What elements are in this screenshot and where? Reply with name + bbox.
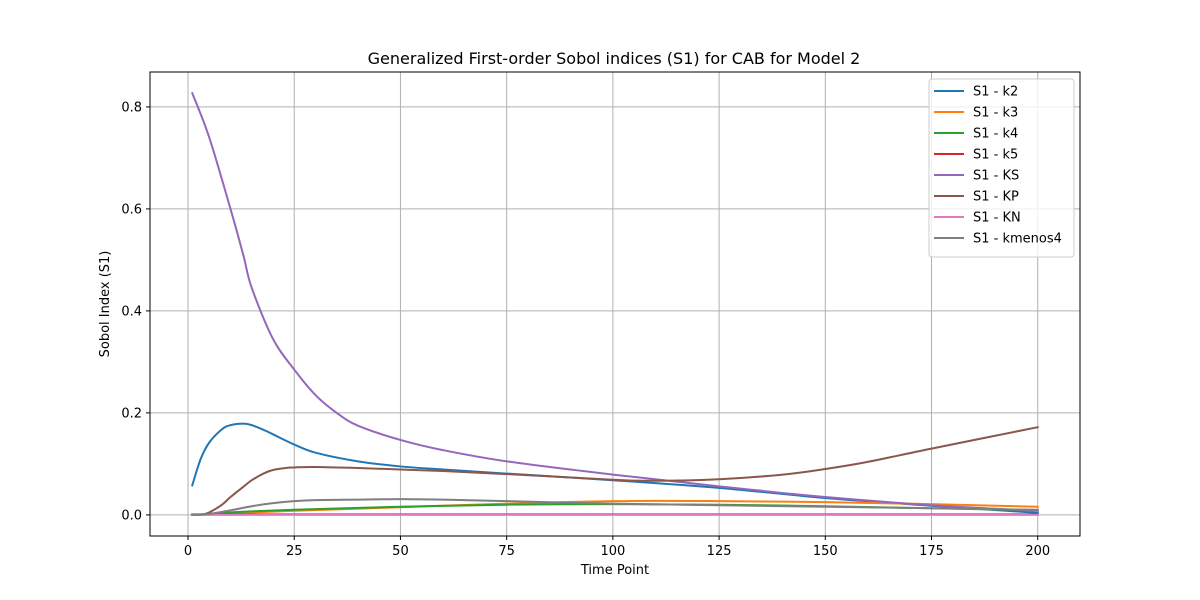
series-line-s1-kp — [191, 426, 1039, 517]
legend: S1 - k2 S1 - k3 S1 - k4 S1 - k5 S1 - KS S1 - … — [928, 78, 1075, 258]
y-tick-label: 0.4 — [121, 304, 142, 319]
legend-label: S1 - k4 — [973, 127, 1018, 142]
legend-label: S1 - KP — [973, 190, 1019, 205]
x-tick-label: 0 — [184, 544, 192, 559]
x-tick-label: 75 — [498, 544, 515, 559]
series-line-s1-ks — [190, 91, 1039, 512]
x-tick-label: 150 — [813, 544, 838, 559]
x-tick-label: 100 — [600, 544, 625, 559]
legend-label: S1 - KN — [973, 211, 1021, 226]
y-tick-label: 0.0 — [121, 508, 142, 523]
x-axis-label: Time Point — [580, 563, 649, 578]
y-axis-label: Sobol Index (S1) — [98, 251, 113, 358]
axis-ticks: 0 25 50 75 100 125 150 175 200 0.0 0.2 0.4 0.6 0.8 — [121, 100, 1050, 559]
y-tick-label: 0.2 — [121, 406, 142, 421]
x-tick-label: 200 — [1025, 544, 1050, 559]
series-line-s1-kmenos4 — [191, 498, 1039, 516]
y-tick-label: 0.6 — [121, 202, 142, 217]
x-tick-label: 25 — [286, 544, 303, 559]
legend-label: S1 - k3 — [973, 106, 1018, 121]
plot-frame — [149, 71, 1081, 537]
x-tick-label: 125 — [707, 544, 732, 559]
legend-label: S1 - kmenos4 — [973, 232, 1062, 247]
legend-label: S1 - k2 — [973, 85, 1018, 100]
series-line-s1-k2 — [191, 422, 1039, 514]
y-tick-label: 0.8 — [121, 100, 142, 115]
series-lines — [190, 91, 1039, 517]
x-tick-label: 175 — [919, 544, 944, 559]
legend-box — [928, 78, 1075, 258]
chart-title: Generalized First-order Sobol indices (S… — [368, 49, 861, 68]
legend-label: S1 - KS — [973, 169, 1019, 184]
legend-label: S1 - k5 — [973, 148, 1018, 163]
x-tick-label: 50 — [392, 544, 409, 559]
